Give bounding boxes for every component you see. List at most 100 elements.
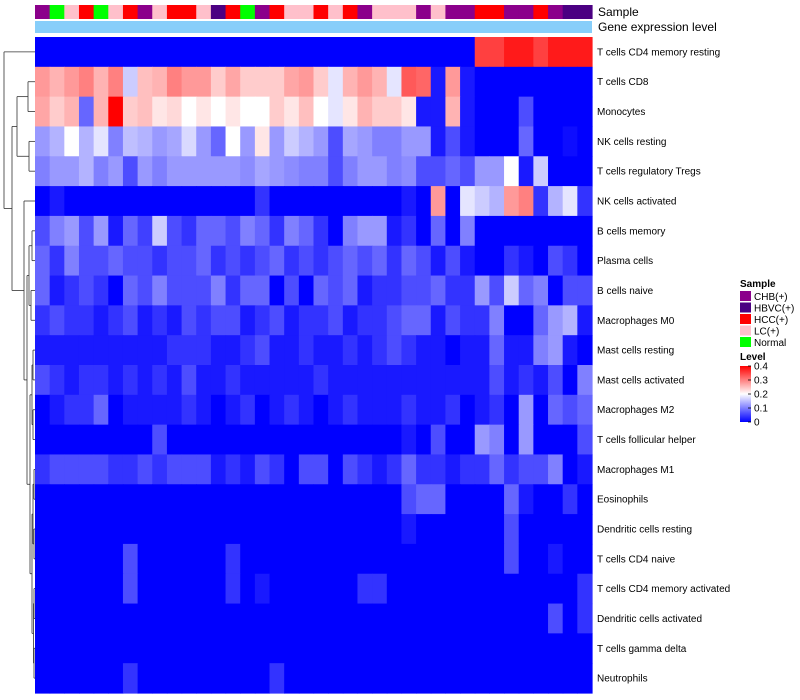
heatmap-cell xyxy=(152,126,168,157)
heatmap-cell xyxy=(284,66,300,98)
row-labels: T cells CD4 memory resting T cells CD8 Mon… xyxy=(597,47,730,684)
heatmap-cell xyxy=(196,335,212,366)
heatmap-cell xyxy=(64,186,80,217)
sample-annotation-cell xyxy=(518,5,534,19)
heatmap-cell xyxy=(328,186,344,217)
heatmap-cell xyxy=(240,66,256,98)
heatmap-cell xyxy=(401,573,417,605)
heatmap-cell xyxy=(548,305,564,336)
heatmap-cell xyxy=(489,394,505,426)
row-label: T cells CD4 naive xyxy=(597,554,676,565)
heatmap-cell xyxy=(416,454,432,485)
heatmap-cell xyxy=(64,305,80,336)
heatmap-cell xyxy=(49,96,65,128)
heatmap-cell xyxy=(372,156,388,187)
legend-sample-entries: CHB(+)HBVC(+)HCC(+)LC(+)Normal xyxy=(740,291,794,349)
heatmap-cell xyxy=(342,335,359,366)
heatmap-cell xyxy=(504,37,520,68)
heatmap-cell xyxy=(372,66,388,98)
heatmap-cell xyxy=(504,603,520,634)
legend-sample-title: Sample xyxy=(740,279,776,290)
heatmap-cell xyxy=(108,663,124,694)
heatmap-cell xyxy=(93,633,109,664)
heatmap-cell xyxy=(342,96,359,128)
legend-label: HBVC(+) xyxy=(754,304,794,315)
heatmap-cell xyxy=(460,394,476,426)
heatmap-cell xyxy=(533,96,549,128)
heatmap-cell xyxy=(504,335,520,366)
heatmap-cell xyxy=(474,394,490,426)
heatmap-cell xyxy=(269,543,285,575)
heatmap-cell xyxy=(78,573,95,605)
heatmap-cell xyxy=(489,543,505,575)
heatmap-cell xyxy=(269,66,285,98)
heatmap-cell xyxy=(328,633,344,664)
heatmap-cell xyxy=(298,365,315,396)
heatmap-cell xyxy=(298,66,315,98)
heatmap-cell xyxy=(489,126,505,157)
heatmap-cell xyxy=(533,514,549,545)
heatmap-cell xyxy=(460,245,476,277)
heatmap-cell xyxy=(269,275,285,306)
heatmap-cell xyxy=(577,394,593,426)
heatmap-cell xyxy=(474,156,490,187)
heatmap-cell xyxy=(533,215,549,247)
heatmap-cells xyxy=(35,37,593,694)
heatmap-cell xyxy=(430,543,447,575)
heatmap-cell xyxy=(445,633,461,664)
heatmap-cell xyxy=(562,365,578,396)
heatmap-cell xyxy=(460,156,476,187)
heatmap-cell xyxy=(474,335,490,366)
heatmap-cell xyxy=(254,186,271,217)
legend: Sample CHB(+)HBVC(+)HCC(+)LC(+)Normal Le… xyxy=(740,279,794,429)
heatmap-cell xyxy=(518,37,534,68)
heatmap-cell xyxy=(152,365,168,396)
heatmap-cell xyxy=(284,365,300,396)
heatmap-cell xyxy=(108,573,124,605)
heatmap-cell xyxy=(240,96,256,128)
heatmap-cell xyxy=(35,66,51,98)
heatmap-cell xyxy=(225,305,241,336)
heatmap-cell xyxy=(357,126,373,157)
heatmap-cell xyxy=(313,484,329,515)
heatmap-cell xyxy=(181,633,197,664)
heatmap-cell xyxy=(342,573,359,605)
heatmap-cell xyxy=(474,454,490,485)
row-label: NK cells activated xyxy=(597,197,676,208)
heatmap-cell xyxy=(225,215,241,247)
heatmap-cell xyxy=(269,424,285,456)
heatmap-cell xyxy=(474,66,490,98)
heatmap-cell xyxy=(357,543,373,575)
heatmap-cell xyxy=(225,66,241,98)
heatmap-cell xyxy=(254,424,271,456)
heatmap-cell xyxy=(225,603,241,634)
heatmap-cell xyxy=(313,514,329,545)
heatmap-cell xyxy=(137,573,153,605)
heatmap-cell xyxy=(108,633,124,664)
heatmap-cell xyxy=(313,454,329,485)
legend-label: Normal xyxy=(754,338,786,349)
heatmap-cell xyxy=(416,394,432,426)
heatmap-cell xyxy=(489,633,505,664)
heatmap-cell xyxy=(152,424,168,456)
heatmap-cell xyxy=(548,126,564,157)
heatmap-cell xyxy=(181,156,197,187)
heatmap-cell xyxy=(474,543,490,575)
heatmap-cell xyxy=(342,305,359,336)
heatmap-cell xyxy=(122,335,139,366)
heatmap-cell xyxy=(49,186,65,217)
heatmap-cell xyxy=(533,424,549,456)
heatmap-cell xyxy=(108,454,124,485)
heatmap-cell xyxy=(108,305,124,336)
heatmap-cell xyxy=(489,215,505,247)
heatmap-cell xyxy=(225,633,241,664)
legend-level-ticks: 0.4 0.3 0.2 0.1 0 xyxy=(748,362,768,429)
row-label: Mast cells resting xyxy=(597,346,674,357)
heatmap-cell xyxy=(225,186,241,217)
heatmap-cell xyxy=(430,335,447,366)
heatmap-cell xyxy=(533,573,549,605)
heatmap-cell xyxy=(386,543,403,575)
heatmap-cell xyxy=(372,543,388,575)
heatmap-cell xyxy=(548,633,564,664)
heatmap-cell xyxy=(269,37,285,68)
